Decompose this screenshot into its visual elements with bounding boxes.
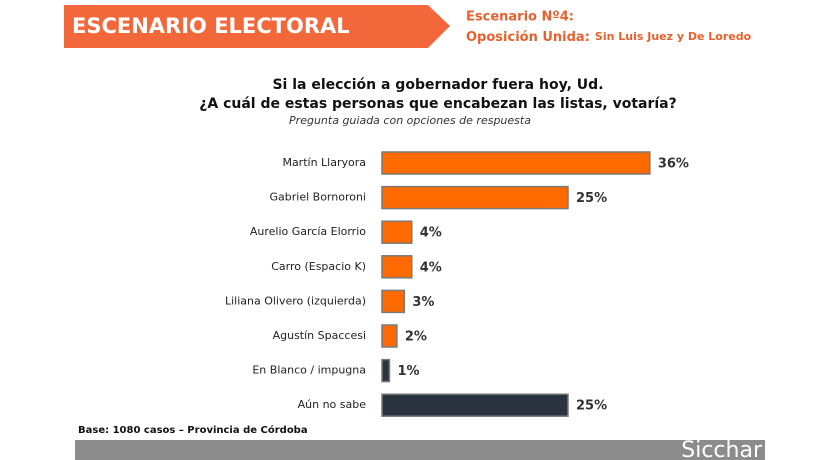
bar — [381, 255, 413, 279]
bar — [381, 289, 406, 314]
category-label: Aún no sabe — [298, 398, 367, 411]
value-label: 4% — [420, 260, 442, 275]
bar — [381, 358, 391, 383]
chart-title: ¿A cuál de estas personas que encabezan … — [199, 96, 677, 112]
category-label: Carro (Espacio K) — [271, 260, 366, 273]
banner-title: ESCENARIO ELECTORAL — [72, 14, 350, 38]
value-label: 1% — [397, 364, 419, 379]
value-label: 25% — [576, 399, 607, 414]
chart-subtitle: Pregunta guiada con opciones de respuest… — [289, 114, 531, 127]
bar — [381, 393, 569, 417]
footer-note: Base: 1080 casos – Provincia de Córdoba — [78, 424, 308, 436]
value-label: 2% — [405, 330, 427, 345]
category-label: Liliana Olivero (izquierda) — [225, 294, 366, 307]
banner-shape — [64, 5, 450, 48]
category-label: En Blanco / impugna — [252, 364, 366, 377]
bar — [381, 324, 398, 348]
chart-title: Si la elección a gobernador fuera hoy, U… — [272, 77, 603, 93]
value-label: 25% — [576, 191, 607, 206]
category-label: Aurelio García Elorrio — [250, 225, 366, 238]
bar — [381, 151, 651, 175]
category-label: Gabriel Bornoroni — [270, 191, 367, 204]
scenario: Escenario Nº4: — [466, 10, 574, 25]
plot: Martín Llaryora 36% Gabriel Bornoroni 25% Au… — [225, 151, 689, 417]
bar — [381, 185, 569, 210]
bar — [381, 220, 413, 244]
logo: Sicchar — [681, 438, 763, 460]
footer-bar — [75, 440, 765, 460]
value-label: 36% — [658, 157, 689, 172]
value-label: 3% — [412, 295, 434, 310]
category-label: Martín Llaryora — [282, 156, 366, 169]
scenario-name-text: Oposición Unida: — [466, 30, 590, 45]
scenario-note: Sin Luis Juez y De Loredo — [595, 30, 752, 43]
scenario-name: Oposición Unida: Sin Luis Juez y De Lored… — [466, 30, 752, 45]
value-label: 4% — [420, 226, 442, 241]
category-label: Agustín Spaccesi — [273, 329, 366, 342]
